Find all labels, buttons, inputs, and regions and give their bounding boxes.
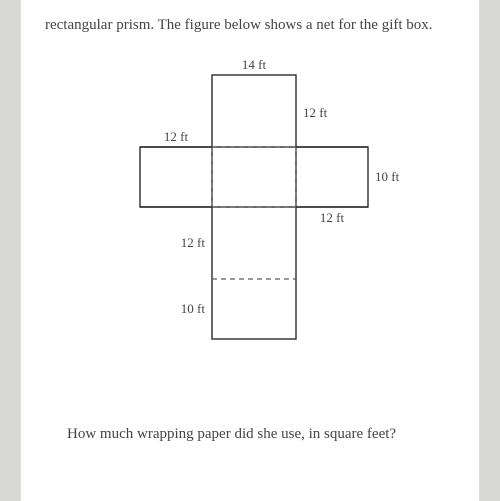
label-12ft-top-right: 12 ft xyxy=(303,105,328,120)
label-12ft-bottom-right: 12 ft xyxy=(320,210,345,225)
net-diagram-container: 14 ft 12 ft 12 ft 10 ft 12 ft 12 ft 10 f… xyxy=(45,43,455,423)
net-lower-column xyxy=(212,207,296,339)
problem-card: rectangular prism. The figure below show… xyxy=(20,0,480,501)
net-left-face xyxy=(140,147,212,207)
label-12ft-left-lower: 12 ft xyxy=(181,235,206,250)
net-diagram: 14 ft 12 ft 12 ft 10 ft 12 ft 12 ft 10 f… xyxy=(80,55,420,425)
label-14ft-top: 14 ft xyxy=(242,57,267,72)
net-right-face xyxy=(296,147,368,207)
problem-question: How much wrapping paper did she use, in … xyxy=(45,423,455,446)
problem-context: rectangular prism. The figure below show… xyxy=(45,14,455,37)
label-10ft-left-lowest: 10 ft xyxy=(181,301,206,316)
label-12ft-left: 12 ft xyxy=(164,129,189,144)
net-top-face xyxy=(212,75,296,147)
label-10ft-right: 10 ft xyxy=(375,169,400,184)
